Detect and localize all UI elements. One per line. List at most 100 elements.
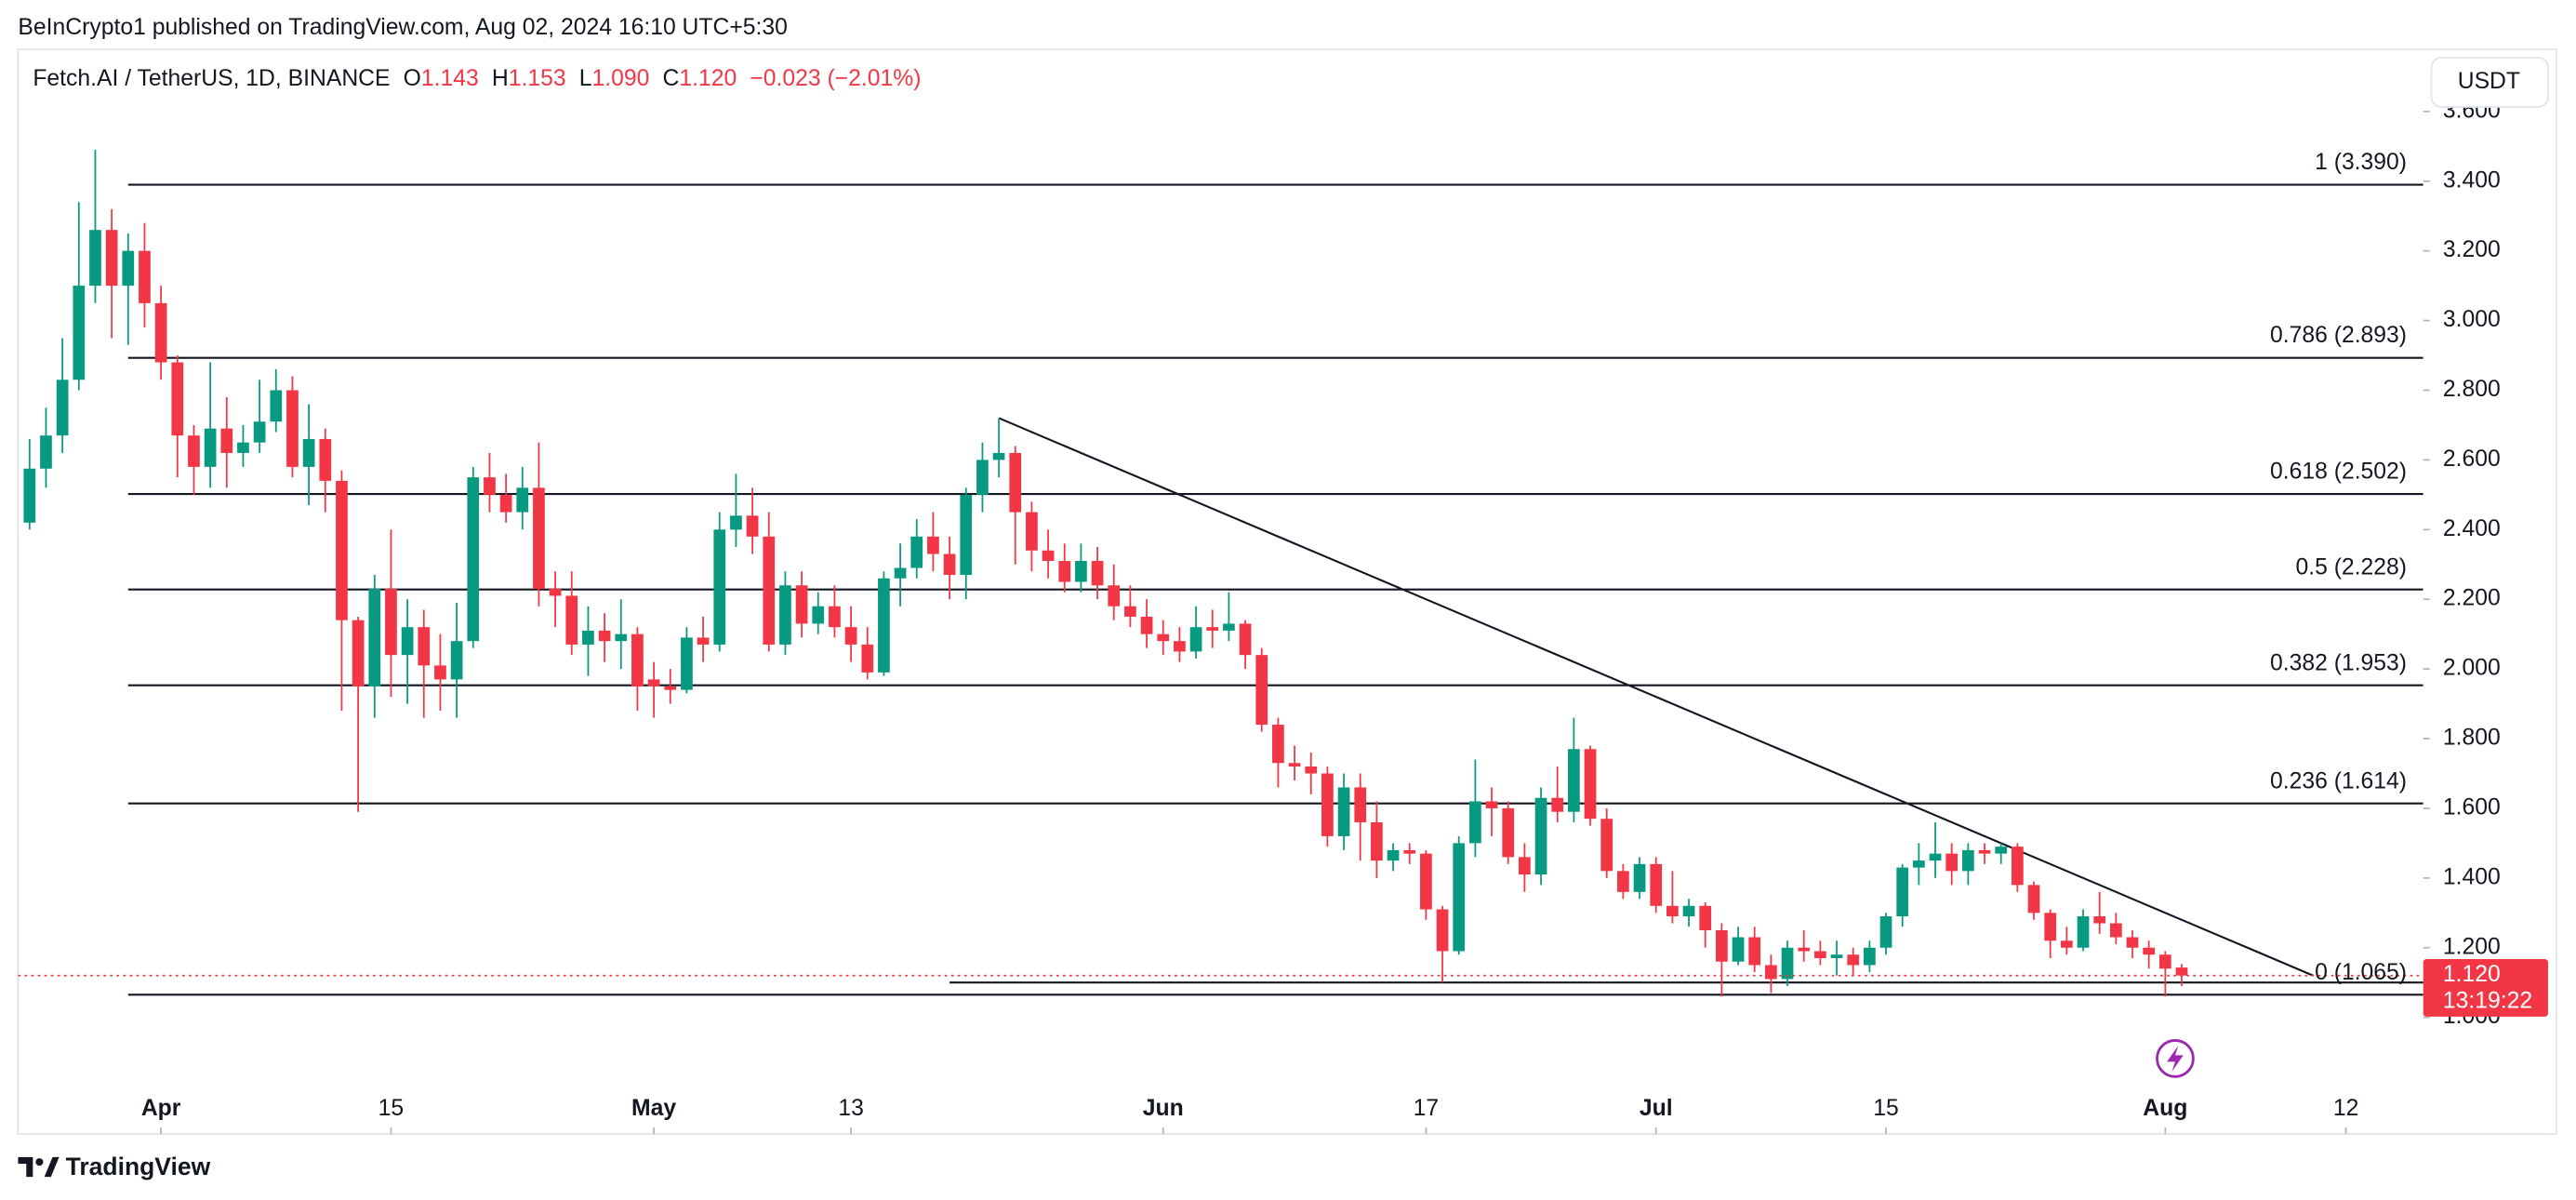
candle-body	[1469, 801, 1481, 844]
y-tick-label: 1.400	[2443, 864, 2501, 889]
candle-body	[1995, 847, 2008, 854]
ohlc-value: 1.153	[509, 66, 566, 91]
candle-body	[763, 536, 776, 645]
candle-body	[1124, 606, 1136, 617]
y-tick-label: 1.200	[2443, 934, 2501, 959]
alert-circle[interactable]	[2156, 1039, 2195, 1078]
candle-body	[319, 438, 332, 481]
logo-mark	[35, 1158, 44, 1167]
candle-body	[73, 286, 86, 380]
candle-body	[484, 477, 496, 495]
candle-body	[1732, 937, 1745, 962]
candle-body	[1485, 801, 1498, 808]
candle-body	[1009, 452, 1022, 513]
candle-body	[1584, 749, 1597, 820]
y-tick-label: 3.400	[2443, 167, 2501, 193]
x-tick-label: Apr	[141, 1096, 181, 1121]
candle-body	[1371, 821, 1383, 861]
y-tick-label: 2.800	[2443, 377, 2501, 402]
candle-body	[1879, 916, 1892, 948]
candle-body	[2044, 913, 2057, 941]
candle-body	[1896, 867, 1909, 917]
x-tick-label: 17	[1414, 1096, 1439, 1121]
candle-body	[894, 567, 907, 579]
x-tick-label: Aug	[2143, 1096, 2187, 1121]
candle-body	[105, 230, 118, 287]
fib-label: 0.382 (1.953)	[2270, 650, 2407, 675]
candle-body	[1403, 849, 1416, 854]
candle-body	[352, 620, 365, 687]
y-tick-label: 2.000	[2443, 656, 2501, 681]
candle-body	[746, 515, 759, 537]
candle-body	[188, 435, 200, 467]
y-tick-label: 2.400	[2443, 516, 2501, 541]
candle-body	[2027, 885, 2040, 913]
chart-panel	[17, 48, 2557, 1136]
candle-body	[1798, 947, 1811, 952]
candle-body	[1945, 853, 1959, 872]
x-tick-label: 12	[2333, 1096, 2359, 1121]
y-tick-label: 2.600	[2443, 447, 2501, 472]
candle-body	[286, 390, 299, 467]
candle-body	[1042, 550, 1055, 562]
candle-body	[1978, 849, 1991, 854]
candle-body	[1058, 561, 1071, 582]
candle-body	[1321, 773, 1334, 836]
symbol-legend: Fetch.AI / TetherUS, 1D, BINANCE O1.143 H1…	[33, 66, 921, 91]
candle-body	[1157, 633, 1170, 642]
candle-body	[533, 487, 545, 589]
x-tick-label: 15	[378, 1096, 405, 1121]
candle-body	[1682, 905, 1695, 917]
candle-body	[1239, 623, 1252, 656]
candle-body	[1666, 905, 1679, 917]
candle-body	[1962, 849, 1974, 872]
y-tick-label: 1.800	[2443, 726, 2501, 751]
currency-button[interactable]	[2430, 57, 2549, 108]
candle-body	[2175, 967, 2188, 976]
candle-body	[154, 302, 167, 363]
candle-body	[1600, 819, 1613, 872]
last-price-label: 1.120	[2443, 962, 2501, 987]
candle-body	[23, 468, 36, 523]
trend-line	[998, 417, 2314, 977]
candle-body	[1387, 849, 1400, 861]
candle-body	[1864, 947, 1876, 966]
candle-body	[1748, 937, 1761, 966]
x-tick-label: 13	[838, 1096, 864, 1121]
candle-body	[598, 630, 611, 642]
candle-body	[171, 362, 184, 436]
candle-body	[368, 588, 381, 687]
price-change: −0.023 (−2.01%)	[750, 66, 921, 91]
candle-body	[549, 588, 562, 596]
alert-bolt[interactable]	[2167, 1045, 2184, 1073]
alert-icon[interactable]	[2156, 1039, 2195, 1078]
candle-body	[302, 438, 315, 467]
x-tick-label: Jun	[1143, 1096, 1184, 1121]
candle-body	[615, 633, 628, 642]
candle-body	[713, 529, 726, 645]
ohlc-value: 1.120	[679, 66, 737, 91]
y-tick-label: 1.600	[2443, 794, 2501, 820]
candle-body	[1781, 947, 1794, 980]
candle-body	[582, 630, 594, 645]
candle-body	[1075, 561, 1087, 582]
candle-body	[1288, 763, 1301, 767]
last-price-box	[2423, 959, 2548, 1017]
y-tick-label: 3.000	[2443, 307, 2501, 332]
candle-body	[1026, 512, 1038, 551]
candle-body	[139, 250, 151, 303]
candle-body	[1814, 951, 1826, 958]
candle-body	[1568, 749, 1580, 812]
candle-body	[1699, 905, 1712, 931]
candle-body	[1189, 627, 1202, 652]
candle-body	[927, 536, 939, 554]
candle-body	[1633, 863, 1646, 892]
candle-body	[2158, 954, 2171, 969]
x-tick-label: Jul	[1640, 1096, 1673, 1121]
currency-label[interactable]: USDT	[2458, 69, 2520, 94]
candle-body	[2109, 923, 2122, 938]
candle-body	[450, 641, 463, 680]
candle-body	[2093, 916, 2106, 924]
brand-logo	[18, 1156, 60, 1178]
